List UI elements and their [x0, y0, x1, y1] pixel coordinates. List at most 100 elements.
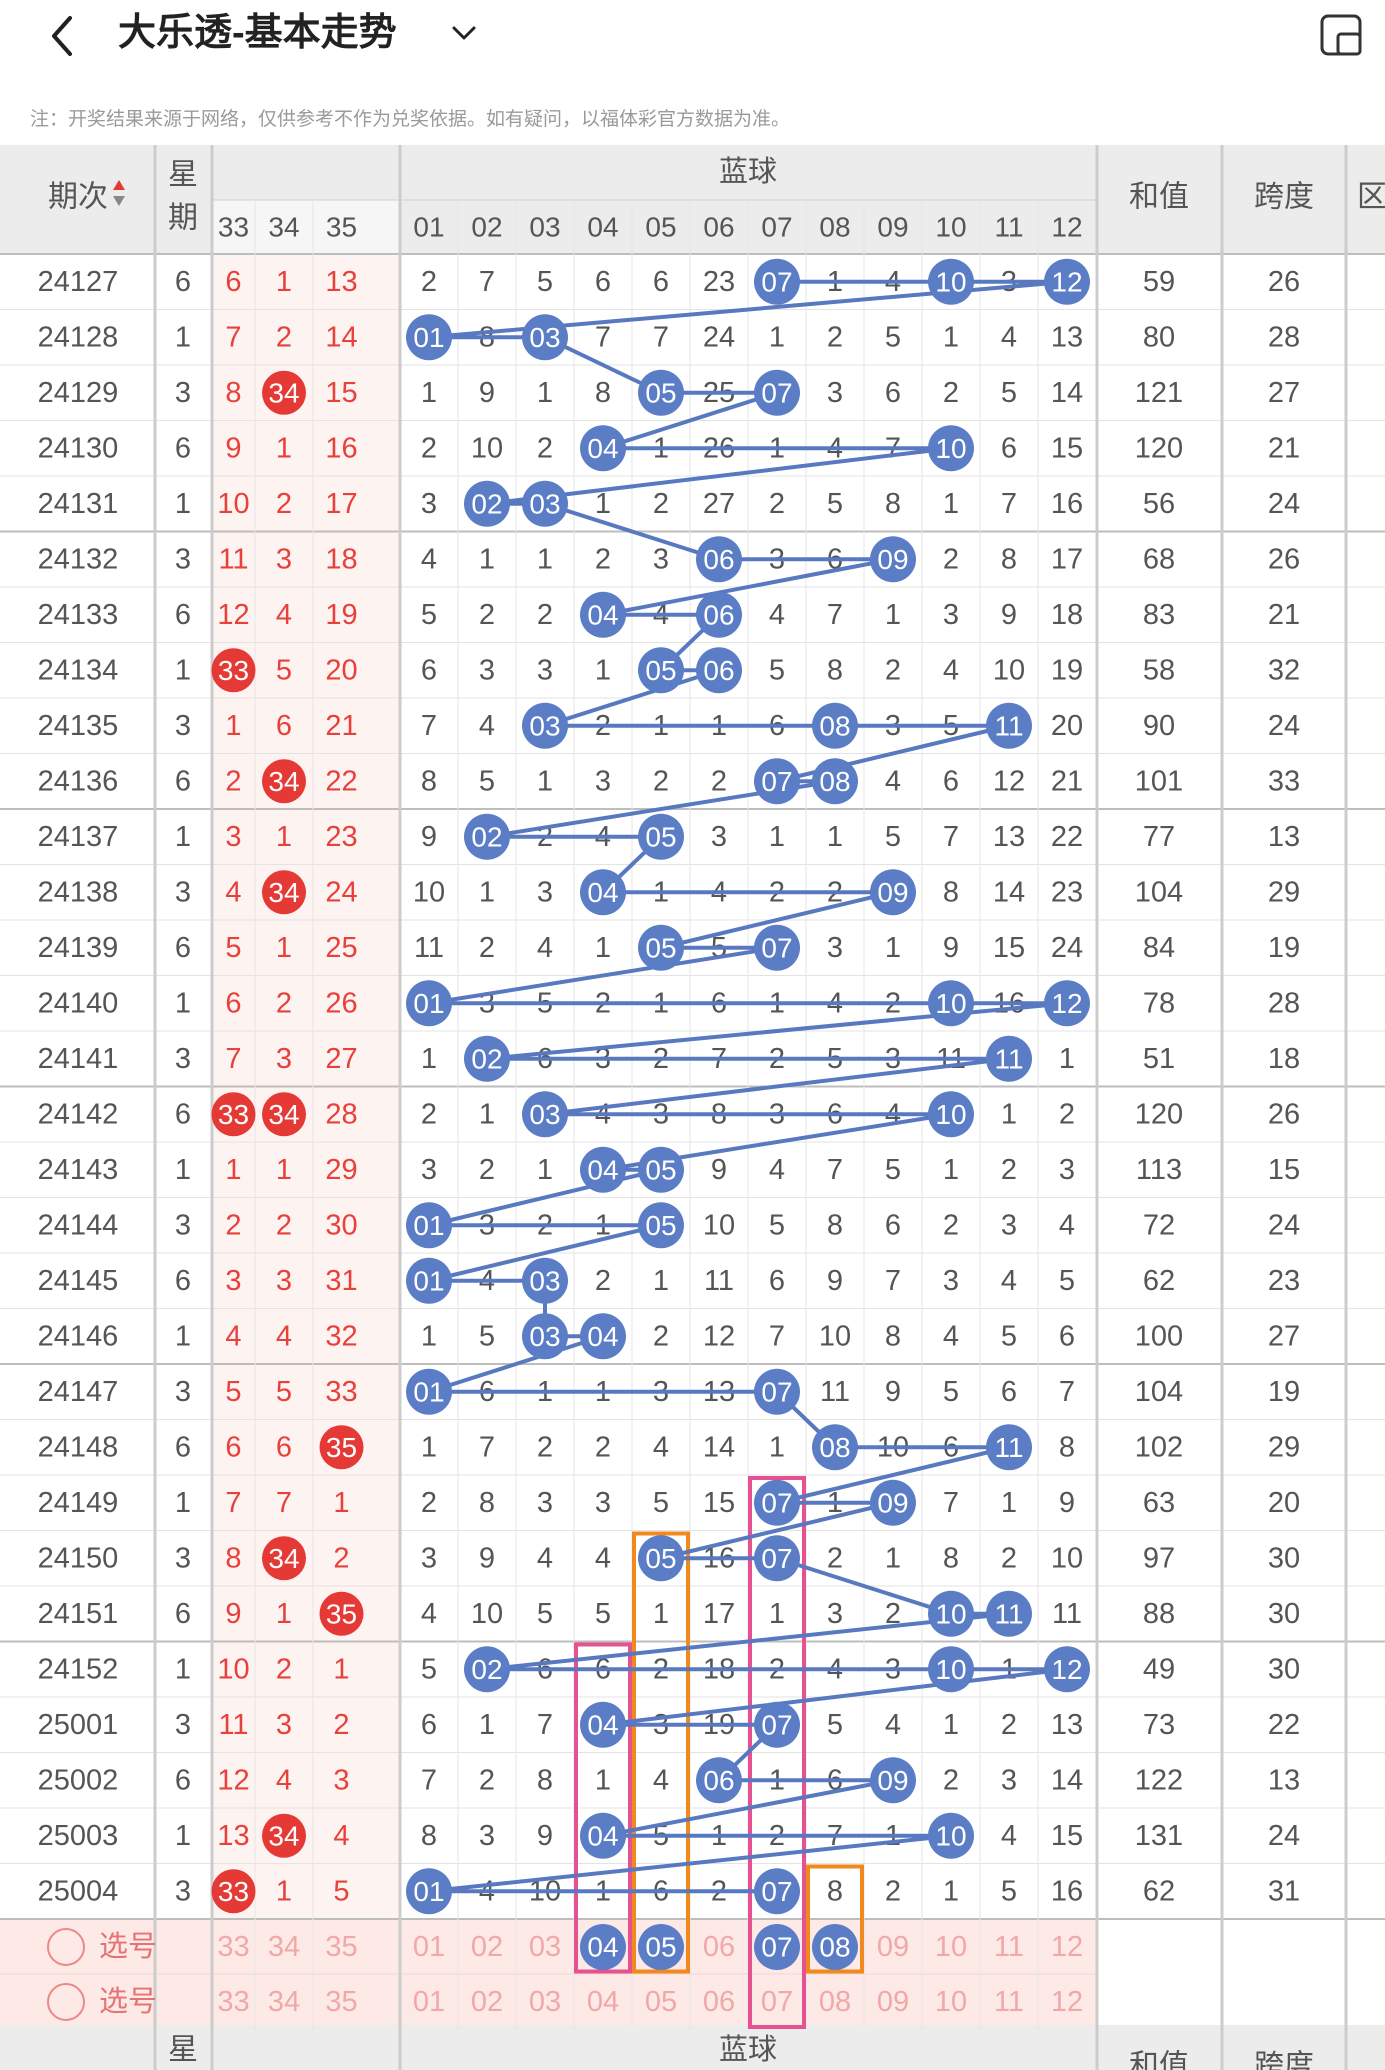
- blue-miss-cell: 8: [943, 876, 959, 908]
- period-cell: 24127: [38, 266, 119, 298]
- blue-miss-cell: 4: [421, 1598, 437, 1630]
- blue-ball-number: 10: [935, 1598, 966, 1629]
- red-ball-number: 34: [268, 1543, 299, 1574]
- blue-miss-cell: 1: [653, 1598, 669, 1630]
- radio-icon[interactable]: [47, 1983, 85, 2021]
- span-cell: 28: [1268, 987, 1300, 1019]
- sort-icon-down[interactable]: [113, 196, 125, 206]
- blue-ball-number: 10: [935, 266, 966, 297]
- blue-miss-cell: 7: [421, 710, 437, 742]
- select-red-option: 35: [325, 1931, 357, 1963]
- footer-week-header: 星: [168, 2034, 198, 2067]
- blue-miss-cell: 10: [471, 1598, 503, 1630]
- select-blue-option: 02: [471, 1986, 503, 2018]
- blue-ball: [638, 647, 684, 694]
- selected-blue-ball[interactable]: [580, 1924, 626, 1970]
- blue-miss-cell: 10: [703, 1209, 735, 1241]
- blue-ball: [754, 1368, 800, 1415]
- red-zone-cell: [212, 420, 400, 476]
- red-ball: [319, 1425, 364, 1470]
- blue-miss-cell: 15: [1051, 432, 1083, 464]
- blue-miss-cell: 4: [1001, 1265, 1017, 1297]
- red-ball-number: 34: [268, 377, 299, 408]
- blue-ball-number: 12: [1051, 1654, 1082, 1685]
- blue-miss-cell: 5: [943, 1376, 959, 1408]
- table-row: [0, 476, 1385, 532]
- blue-ball: [406, 1868, 452, 1915]
- blue-ball: [522, 314, 568, 361]
- span-cell: 21: [1268, 432, 1300, 464]
- period-cell: 24139: [38, 932, 119, 964]
- blue-miss-cell: 8: [537, 1764, 553, 1796]
- red-miss-cell: 9: [225, 432, 241, 464]
- select-blue-option: 11: [994, 1931, 1024, 1963]
- blue-miss-cell: 2: [885, 1598, 901, 1630]
- blue-ball: [754, 758, 800, 805]
- highlight-box: [574, 1642, 632, 1974]
- chevron-down-icon[interactable]: [446, 12, 482, 52]
- footer-header: [0, 2025, 1385, 2070]
- span-cell: 18: [1268, 1043, 1300, 1075]
- blue-miss-cell: 2: [1001, 1709, 1017, 1741]
- blue-ball: [928, 425, 974, 472]
- blue-ball-number: 07: [761, 1709, 792, 1740]
- blue-miss-cell: 23: [1051, 876, 1083, 908]
- selected-blue-number: 08: [819, 1932, 850, 1963]
- blue-ball: [522, 702, 568, 749]
- blue-miss-cell: 3: [1059, 1154, 1075, 1186]
- blue-ball-number: 05: [645, 655, 676, 686]
- blue-col-header: 10: [935, 212, 966, 243]
- sum-cell: 77: [1143, 821, 1175, 853]
- blue-miss-cell: 5: [421, 1653, 437, 1685]
- blue-miss-cell: 1: [943, 1154, 959, 1186]
- selected-blue-ball[interactable]: [754, 1924, 800, 1970]
- blue-miss-cell: 1: [595, 488, 611, 520]
- blue-miss-cell: 7: [479, 1431, 495, 1463]
- back-icon[interactable]: [38, 6, 88, 66]
- sort-icon[interactable]: [113, 180, 125, 190]
- period-cell: 24141: [38, 1043, 119, 1075]
- device-icon[interactable]: [1318, 12, 1364, 58]
- blue-miss-cell: 6: [421, 654, 437, 686]
- selected-blue-ball[interactable]: [638, 1924, 684, 1970]
- blue-ball-number: 11: [994, 1432, 1023, 1463]
- blue-miss-cell: 8: [595, 377, 611, 409]
- sum-cell: 100: [1135, 1320, 1183, 1352]
- week-cell: 6: [175, 432, 191, 464]
- blue-miss-cell: 4: [595, 1542, 611, 1574]
- blue-miss-cell: 1: [595, 654, 611, 686]
- radio-icon[interactable]: [47, 1928, 85, 1966]
- select-red-option: 35: [325, 1986, 357, 2018]
- blue-ball-number: 03: [529, 710, 560, 741]
- blue-miss-cell: 7: [943, 1487, 959, 1519]
- blue-miss-cell: 5: [827, 488, 843, 520]
- week-cell: 1: [175, 654, 191, 686]
- period-cell: 25004: [38, 1875, 119, 1907]
- red-miss-cell: 1: [333, 1653, 349, 1685]
- blue-miss-cell: 3: [827, 932, 843, 964]
- red-miss-cell: 6: [276, 710, 292, 742]
- blue-ball-number: 12: [1051, 988, 1082, 1019]
- sum-cell: 104: [1135, 1376, 1183, 1408]
- week-cell: 6: [175, 1265, 191, 1297]
- blue-ball: [406, 1368, 452, 1415]
- blue-ball-number: 07: [761, 932, 792, 963]
- blue-miss-cell: 4: [1001, 1820, 1017, 1852]
- red-ball: [262, 1813, 306, 1858]
- blue-ball-number: 01: [413, 988, 444, 1019]
- red-col-header: 34: [268, 212, 299, 243]
- blue-miss-cell: 3: [595, 765, 611, 797]
- red-ball: [262, 870, 306, 915]
- sum-cell: 63: [1143, 1487, 1175, 1519]
- disclaimer-notice: 注：开奖结果来源于网络，仅供参考不作为兑奖依据。如有疑问，以福体彩官方数据为准。: [30, 109, 791, 130]
- selected-blue-ball[interactable]: [812, 1924, 858, 1970]
- blue-ball: [580, 1146, 626, 1193]
- week-cell: 6: [175, 1098, 191, 1130]
- blue-ball-number: 07: [761, 1376, 792, 1407]
- period-cell: 24129: [38, 377, 119, 409]
- red-miss-cell: 7: [225, 1043, 241, 1075]
- blue-miss-cell: 3: [827, 1598, 843, 1630]
- red-miss-cell: 8: [225, 1542, 241, 1574]
- blue-miss-cell: 3: [827, 377, 843, 409]
- blue-ball-number: 03: [529, 1321, 560, 1352]
